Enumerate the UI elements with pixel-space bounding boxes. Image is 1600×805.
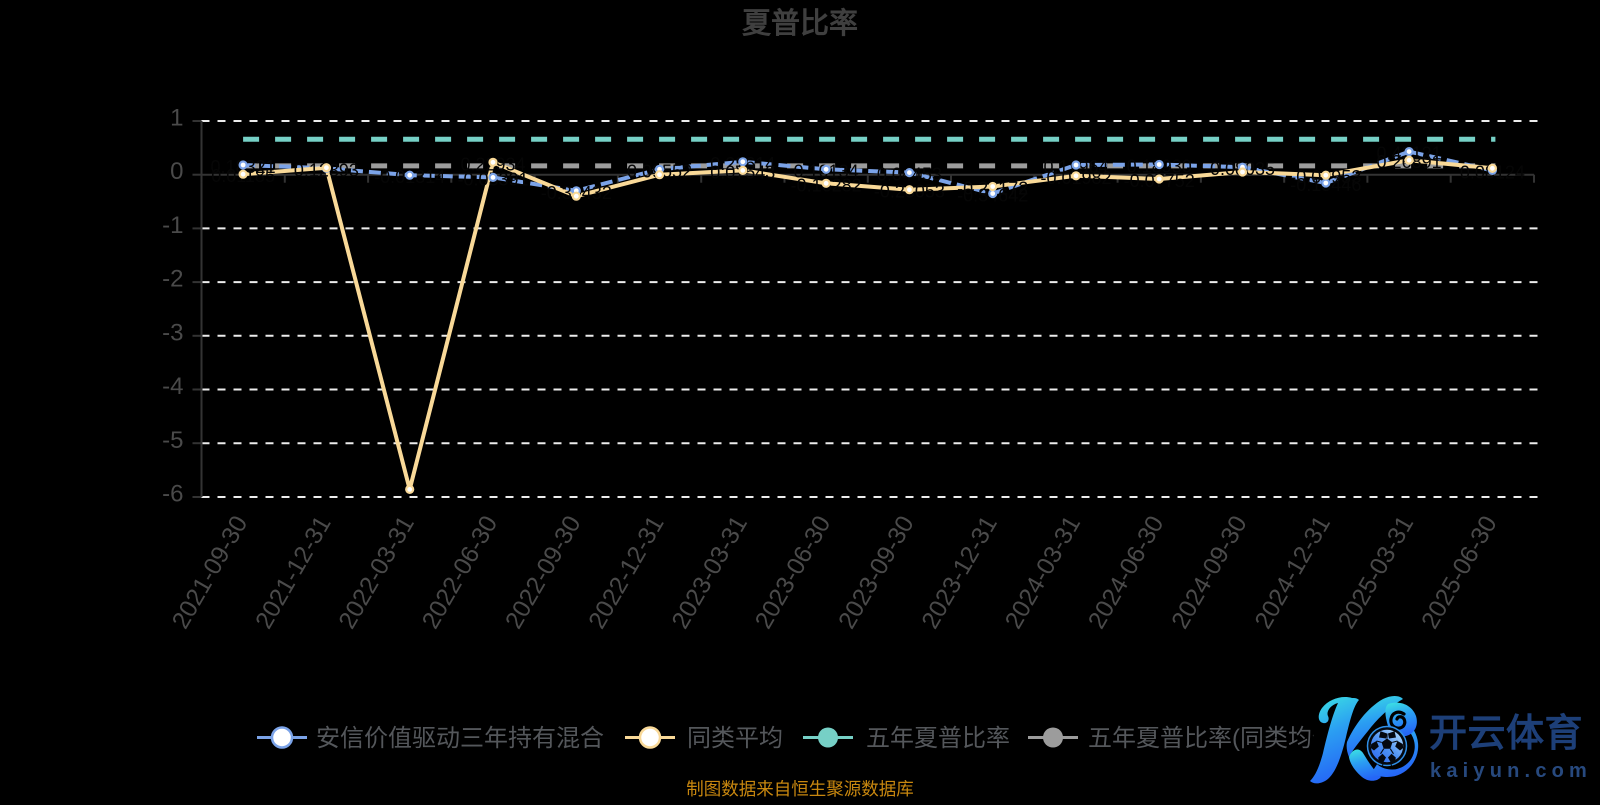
svg-text:-1: -1 (162, 212, 183, 239)
svg-text:kaiyun.com: kaiyun.com (1430, 760, 1592, 782)
svg-text:0: 0 (170, 158, 183, 185)
svg-text:安信价值驱动三年持有混合: 安信价值驱动三年持有混合 (316, 725, 604, 752)
svg-text:-2: -2 (162, 266, 183, 293)
svg-text:夏普比率: 夏普比率 (742, 6, 858, 40)
svg-text:制图数据来自恒生聚源数据库: 制图数据来自恒生聚源数据库 (686, 779, 914, 799)
svg-text:五年夏普比率: 五年夏普比率 (866, 725, 1010, 752)
svg-text:-3: -3 (162, 319, 183, 346)
svg-text:同类平均: 同类平均 (687, 725, 783, 752)
svg-text:-4: -4 (162, 373, 183, 400)
svg-text:1: 1 (170, 105, 183, 132)
svg-text:-5: -5 (162, 427, 183, 454)
svg-text:-6: -6 (162, 481, 183, 508)
svg-text:开云体育: 开云体育 (1429, 713, 1583, 755)
svg-text:五年夏普比率(同类均值): 五年夏普比率(同类均值) (1088, 725, 1344, 752)
